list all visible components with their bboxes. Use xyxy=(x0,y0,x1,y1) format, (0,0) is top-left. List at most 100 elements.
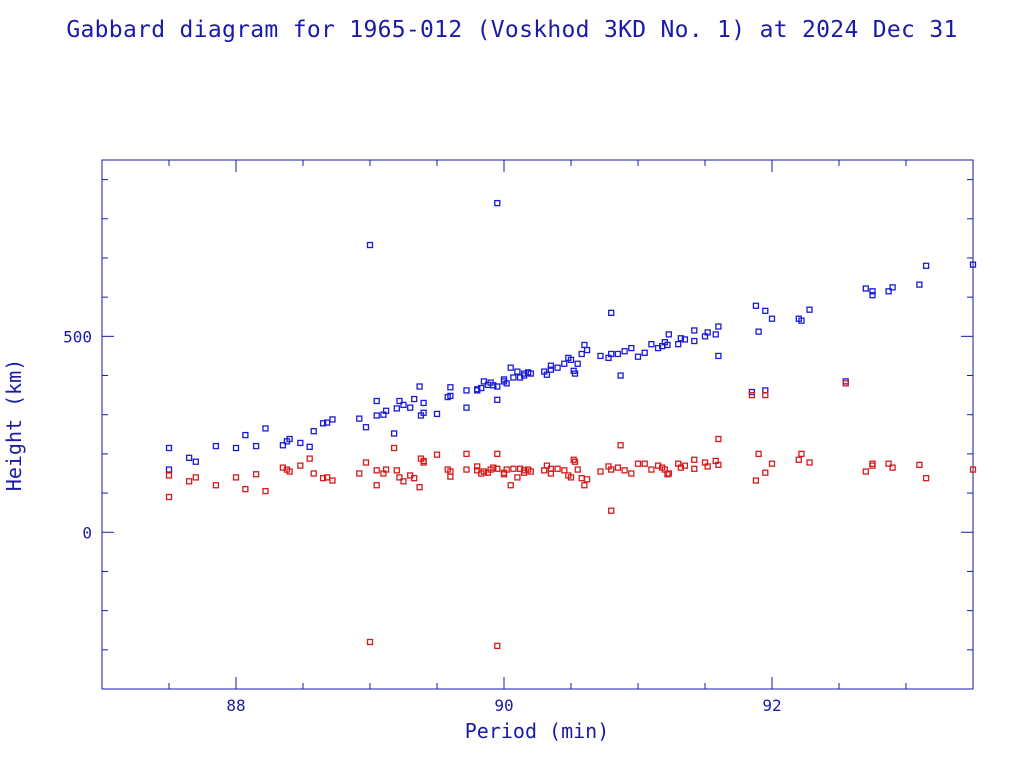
apogee-point xyxy=(447,392,454,400)
perigee-point xyxy=(507,482,514,489)
perigee-point xyxy=(597,468,604,475)
perigee-point xyxy=(494,465,501,472)
apogee-point xyxy=(704,329,711,336)
x-tick-label: 88 xyxy=(226,696,245,715)
perigee-point xyxy=(232,474,240,481)
perigee-point xyxy=(715,435,722,443)
apogee-point xyxy=(329,416,336,423)
perigee-point xyxy=(755,450,762,458)
apogee-point xyxy=(527,370,534,377)
perigee-point xyxy=(748,391,756,399)
perigee-point xyxy=(916,461,923,469)
apogee-point xyxy=(416,383,423,390)
apogee-point xyxy=(715,323,722,330)
apogee-point xyxy=(411,395,418,403)
apogee-point xyxy=(755,328,762,335)
perigee-point xyxy=(762,391,769,399)
axis-ticks xyxy=(101,160,974,690)
perigee-point xyxy=(319,475,327,482)
apogee-point xyxy=(366,241,374,249)
perigee-point xyxy=(390,444,398,452)
apogee-point xyxy=(297,439,304,447)
perigee-point xyxy=(329,477,336,484)
apogee-point xyxy=(433,410,441,418)
perigee-point xyxy=(614,464,622,471)
perigee-point xyxy=(862,468,869,475)
perigee-point xyxy=(185,478,193,485)
apogee-point xyxy=(664,341,671,349)
perigee-point xyxy=(641,460,648,467)
apogee-point xyxy=(420,409,427,416)
apogee-point xyxy=(665,331,672,338)
apogee-point xyxy=(583,346,591,354)
y-tick-label: 0 xyxy=(82,523,92,542)
apogee-point xyxy=(889,284,896,291)
perigee-point xyxy=(510,465,517,472)
perigee-point xyxy=(608,466,615,473)
apogee-point xyxy=(319,420,327,427)
apogee-point xyxy=(494,383,501,390)
perigee-point xyxy=(715,461,722,469)
apogee-point xyxy=(407,404,414,411)
perigee-point xyxy=(608,507,615,514)
perigee-point xyxy=(567,474,575,481)
apogee-point xyxy=(514,368,521,375)
apogee-point xyxy=(628,344,635,352)
perigee-point xyxy=(516,465,524,472)
apogee-point xyxy=(862,285,869,292)
perigee-point xyxy=(165,493,173,501)
apogee-point xyxy=(362,424,370,431)
chart-title: Gabbard diagram for 1965-012 (Voskhod 3K… xyxy=(66,17,957,43)
perigee-point xyxy=(165,472,173,479)
perigee-point xyxy=(420,457,427,465)
perigee-point xyxy=(691,456,698,463)
apogee-point xyxy=(382,407,390,414)
apogee-point xyxy=(916,281,923,288)
apogee-point xyxy=(691,337,698,345)
x-tick-label: 92 xyxy=(762,696,781,715)
apogee-point xyxy=(396,397,403,405)
y-tick-label: 500 xyxy=(63,327,92,346)
x-tick-label: 90 xyxy=(494,696,513,715)
perigee-point xyxy=(490,464,497,471)
apogee-point xyxy=(691,327,698,334)
apogee-point xyxy=(192,458,199,465)
apogee-point xyxy=(578,350,585,358)
perigee-point xyxy=(212,482,220,489)
perigee-point xyxy=(762,469,769,476)
apogee-point xyxy=(681,336,689,343)
perigee-point xyxy=(286,468,293,475)
apogee-point xyxy=(712,331,719,338)
perigee-point xyxy=(648,466,655,473)
perigee-point xyxy=(503,466,510,473)
apogee-point xyxy=(165,444,173,452)
y-axis-label: Height (km) xyxy=(2,359,26,491)
data-points xyxy=(165,199,977,650)
perigee-point xyxy=(798,450,805,458)
apogee-point xyxy=(306,443,313,450)
apogee-point xyxy=(543,371,551,378)
apogee-point xyxy=(634,353,642,360)
perigee-point xyxy=(922,475,930,482)
x-axis-label: Period (min) xyxy=(465,719,610,743)
apogee-point xyxy=(571,370,579,377)
apogee-point xyxy=(507,364,514,371)
apogee-point xyxy=(617,372,624,379)
apogee-point xyxy=(494,396,501,403)
apogee-point xyxy=(806,306,813,313)
perigee-point xyxy=(547,470,555,477)
apogee-point xyxy=(597,352,604,360)
perigee-point xyxy=(396,474,403,481)
apogee-point xyxy=(608,309,615,316)
apogee-point xyxy=(581,341,588,349)
apogee-point xyxy=(480,378,488,385)
perigee-point xyxy=(400,478,407,485)
apogee-point xyxy=(574,360,581,367)
apogee-point xyxy=(463,404,470,411)
apogee-point xyxy=(232,444,240,452)
apogee-point xyxy=(390,430,398,437)
perigee-point xyxy=(373,482,380,489)
perigee-point xyxy=(262,487,269,495)
apogee-point xyxy=(262,425,269,432)
